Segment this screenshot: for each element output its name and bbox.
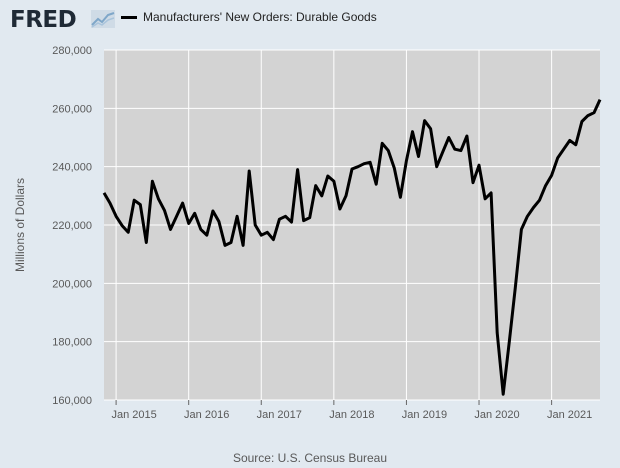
y-axis-label: Millions of Dollars [13,178,27,272]
x-tick-label: Jan 2017 [257,409,302,421]
series-line [102,98,602,396]
x-tick-label: Jan 2021 [547,409,592,421]
y-tick-label: 160,000 [52,395,92,407]
y-tick-label: 260,000 [52,103,92,115]
legend: Manufacturers' New Orders: Durable Goods [121,10,377,24]
x-tick-label: Jan 2018 [329,409,374,421]
y-tick-label: 200,000 [52,278,92,290]
source-note: Source: U.S. Census Bureau [232,451,388,465]
y-tick-label: 180,000 [52,337,92,349]
y-tick-label: 220,000 [52,220,92,232]
y-tick-label: 280,000 [52,45,92,57]
fred-logo[interactable]: FRED [10,7,77,33]
x-tick-label: Jan 2015 [111,409,156,421]
x-tick-label: Jan 2020 [474,409,519,421]
x-tick-label: Jan 2016 [184,409,229,421]
trend-line-icon [91,10,115,28]
x-tick-label: Jan 2019 [402,409,447,421]
legend-swatch [121,15,137,19]
y-tick-label: 240,000 [52,162,92,174]
legend-label: Manufacturers' New Orders: Durable Goods [143,10,377,24]
